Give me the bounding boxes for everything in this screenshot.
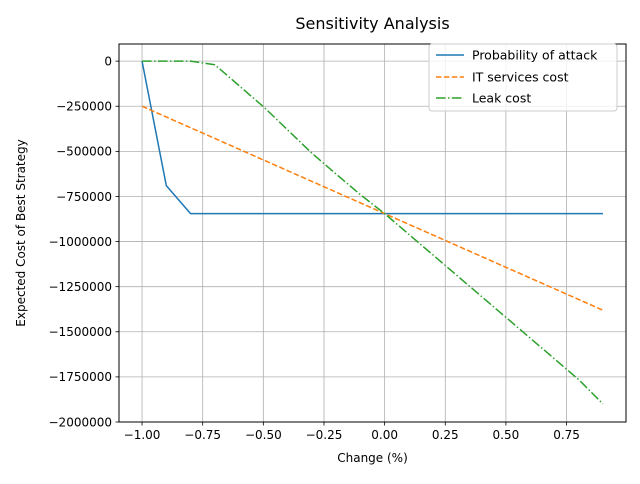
legend-label-it-services-cost: IT services cost (472, 70, 569, 85)
x-tick-label: −1.00 (124, 428, 161, 442)
y-tick-label: −2000000 (49, 415, 113, 429)
series-line-probability-of-attack (141, 60, 603, 215)
x-axis: −1.00 −0.75 −0.50 −0.25 0.00 0.25 0.50 0.75 (124, 422, 580, 442)
plot-frame (118, 43, 627, 423)
legend-box (428, 43, 618, 112)
y-tick-label: −1500000 (49, 325, 113, 339)
x-tick-label: −0.50 (245, 428, 282, 442)
y-tick-label: −1000000 (49, 235, 113, 249)
x-tick-label: 0.25 (432, 428, 459, 442)
y-tick-label: −1250000 (49, 280, 113, 294)
y-axis: 0 −250000 −500000 −750000 −1000000 −1250000 −1… (49, 54, 119, 429)
x-tick-label: 0.50 (493, 428, 520, 442)
legend: Probability of attack IT services cost L… (428, 43, 618, 112)
series-line-it-services-cost (141, 105, 604, 311)
legend-label-probability-of-attack: Probability of attack (472, 48, 598, 63)
y-axis-label: Expected Cost of Best Strategy (14, 139, 28, 326)
x-tick-label: 0.75 (553, 428, 580, 442)
y-tick-label: −500000 (56, 145, 112, 159)
y-tick-label: 0 (104, 54, 112, 68)
x-tick-label: −0.25 (306, 428, 343, 442)
series-lines (141, 60, 604, 405)
x-axis-label: Change (%) (337, 451, 408, 465)
legend-label-leak-cost: Leak cost (472, 91, 531, 106)
chart-title: Sensitivity Analysis (295, 14, 449, 33)
y-tick-label: −1750000 (49, 370, 113, 384)
y-tick-label: −750000 (56, 190, 112, 204)
y-tick-label: −250000 (56, 100, 112, 114)
x-tick-label: 0.00 (371, 428, 398, 442)
series-line-leak-cost (142, 60, 604, 405)
x-tick-label: −0.75 (184, 428, 221, 442)
